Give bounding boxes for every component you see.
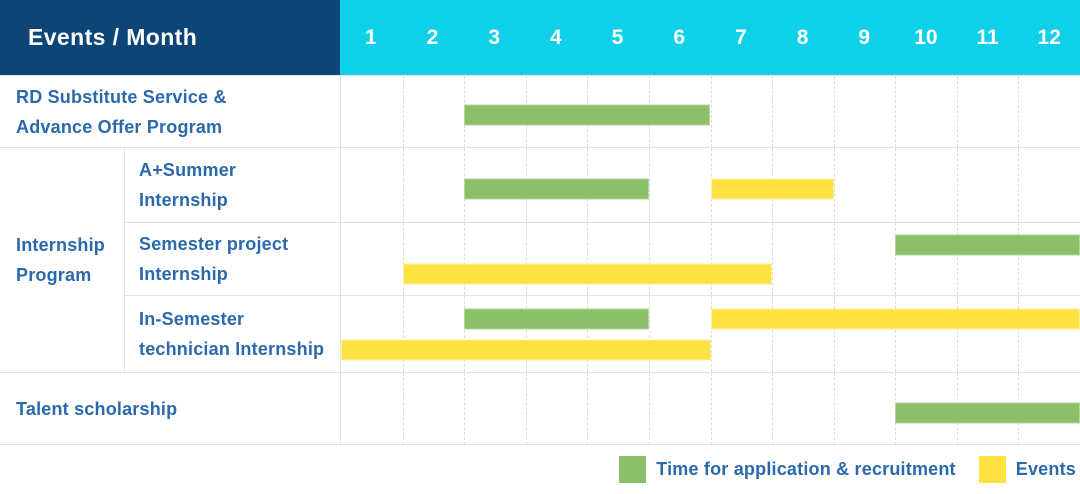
- month-gridline: [956, 296, 958, 372]
- month-gridline: [772, 296, 774, 372]
- month-gridline: [525, 296, 527, 372]
- month-tick-4: 4: [550, 25, 562, 49]
- month-tick-12: 12: [1037, 25, 1061, 49]
- month-gridline: [402, 76, 404, 147]
- month-gridline: [402, 223, 404, 295]
- legend-swatch-recruitment: [619, 456, 647, 483]
- gantt-row-semester-project-internship: [340, 222, 1080, 295]
- row-label-line: Internship: [139, 190, 229, 210]
- month-tick-8: 8: [796, 25, 809, 49]
- events-month-table: Events / Month 1 2 3 4 5 6 7 8 9 10 11 12 RD Substi…: [0, 0, 1080, 445]
- month-gridline: [1018, 296, 1020, 372]
- month-gridline: [1018, 223, 1020, 295]
- month-gridline: [648, 148, 650, 222]
- row-label-line: Talent scholarship: [16, 399, 178, 419]
- table-header-corner: Events / Month: [0, 0, 340, 75]
- group-label-line: Program: [16, 265, 92, 285]
- row-label-line: A+Summer: [139, 160, 237, 180]
- gantt-row-in-semester-technician-internship: [340, 295, 1080, 372]
- month-gridline: [772, 76, 774, 147]
- row-label-line: Internship: [139, 264, 229, 284]
- month-gridline: [1018, 76, 1020, 147]
- gantt-bar-recruitment: [464, 178, 649, 200]
- row-label-talent-scholarship: Talent scholarship: [0, 372, 340, 445]
- month-gridline: [710, 373, 712, 445]
- legend-swatch-event: [978, 456, 1006, 483]
- gantt-bar-recruitment: [464, 308, 649, 330]
- month-gridline: [464, 296, 466, 372]
- month-gridline: [464, 223, 466, 295]
- month-gridline: [895, 148, 897, 222]
- month-gridline: [772, 373, 774, 445]
- month-tick-5: 5: [611, 25, 624, 49]
- gantt-row-talent-scholarship: [340, 372, 1080, 445]
- legend-label-event: Events: [1015, 459, 1076, 479]
- group-label-internship-program: Internship Program: [0, 147, 124, 372]
- month-tick-10: 10: [914, 25, 938, 49]
- month-gridline: [710, 296, 712, 372]
- month-gridline: [833, 223, 835, 295]
- table-header-corner-label: Events / Month: [28, 24, 198, 50]
- row-label-semester-project-internship: Semester project Internship: [124, 222, 340, 295]
- gantt-row-rd-substitute-advance-offer: [340, 75, 1080, 147]
- month-gridline: [402, 296, 404, 372]
- month-gridline: [895, 223, 897, 295]
- month-gridline: [525, 223, 527, 295]
- month-gridline: [710, 223, 712, 295]
- month-gridline: [710, 76, 712, 147]
- gantt-bar-event: [402, 263, 773, 285]
- group-label-line: Internship: [16, 235, 106, 255]
- month-gridline: [895, 76, 897, 147]
- row-label-line: technician Internship: [139, 339, 325, 359]
- gantt-row-a-plus-summer-internship: [340, 147, 1080, 222]
- month-gridline: [587, 296, 589, 372]
- month-tick-9: 9: [858, 25, 871, 49]
- month-tick-2: 2: [426, 25, 439, 49]
- chart-legend: Time for application & recruitment Event…: [0, 445, 1076, 494]
- month-gridline: [648, 373, 650, 445]
- gantt-bar-event: [341, 339, 711, 361]
- month-tick-3: 3: [488, 25, 501, 49]
- gantt-bar-recruitment: [895, 234, 1080, 256]
- legend-label-recruitment: Time for application & recruitment: [656, 459, 956, 479]
- month-gridline: [956, 148, 958, 222]
- row-label-line: Advance Offer Program: [16, 116, 223, 137]
- month-tick-1: 1: [364, 25, 377, 49]
- month-gridline: [402, 373, 404, 445]
- month-gridline: [587, 373, 589, 445]
- month-gridline: [833, 296, 835, 372]
- month-axis-header: 1 2 3 4 5 6 7 8 9 10 11 12: [340, 0, 1080, 75]
- gantt-bar-event: [710, 308, 1080, 330]
- month-gridline: [956, 76, 958, 147]
- month-tick-11: 11: [976, 25, 999, 49]
- month-gridline: [587, 223, 589, 295]
- month-gridline: [1018, 148, 1020, 222]
- month-gridline: [525, 373, 527, 445]
- month-gridline: [956, 223, 958, 295]
- gantt-bar-event: [710, 178, 834, 200]
- gantt-bar-recruitment: [464, 104, 711, 126]
- month-gridline: [772, 223, 774, 295]
- month-gridline: [833, 148, 835, 222]
- row-label-rd-substitute-advance-offer: RD Substitute Service & Advance Offer Pr…: [0, 75, 340, 147]
- row-label-line: Semester project: [139, 234, 289, 254]
- month-gridline: [895, 296, 897, 372]
- month-gridline: [648, 296, 650, 372]
- month-tick-6: 6: [673, 25, 686, 49]
- month-gridline: [833, 76, 835, 147]
- row-label-line: In-Semester: [139, 309, 245, 329]
- month-gridline: [833, 373, 835, 445]
- row-label-in-semester-technician-internship: In-Semester technician Internship: [124, 295, 340, 372]
- gantt-bar-recruitment: [895, 402, 1080, 424]
- row-label-line: RD Substitute Service &: [16, 86, 227, 107]
- month-gridline: [402, 148, 404, 222]
- row-label-a-plus-summer-internship: A+Summer Internship: [124, 147, 340, 222]
- month-tick-7: 7: [735, 25, 747, 49]
- month-gridline: [648, 223, 650, 295]
- month-gridline: [464, 373, 466, 445]
